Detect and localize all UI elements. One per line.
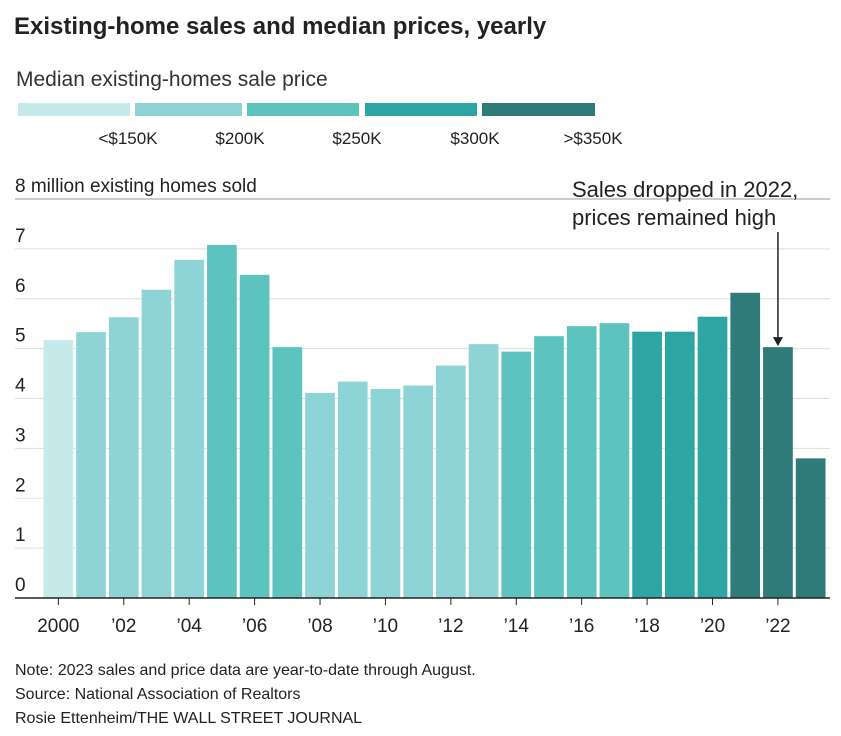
bar xyxy=(501,351,532,598)
x-tick-label: ’12 xyxy=(438,616,463,637)
legend-label: $300K xyxy=(450,129,500,148)
footnote: Source: National Association of Realtors xyxy=(15,686,300,703)
x-tick-label: ’02 xyxy=(111,616,136,637)
bar xyxy=(337,381,368,598)
legend-swatch xyxy=(247,103,359,116)
legend-title: Median existing-homes sale price xyxy=(16,68,328,91)
x-tick-label: ’10 xyxy=(373,616,398,637)
legend-label: <$150K xyxy=(98,129,158,148)
annotation: prices remained high xyxy=(572,205,776,230)
arrow-head xyxy=(772,337,783,347)
bar xyxy=(730,292,761,598)
bar xyxy=(370,389,401,598)
bar xyxy=(795,458,826,598)
bar xyxy=(174,259,205,598)
legend-label: >$350K xyxy=(563,129,623,148)
x-tick-label: 2000 xyxy=(37,616,79,637)
bar xyxy=(141,289,172,598)
y-tick-label: 7 xyxy=(15,226,26,247)
y-tick-label: 5 xyxy=(15,326,26,347)
legend-swatch xyxy=(482,103,595,116)
bar xyxy=(697,316,728,598)
bar xyxy=(239,274,270,598)
legend-label: $250K xyxy=(332,129,382,148)
footnote: Note: 2023 sales and price data are year… xyxy=(15,662,476,679)
x-tick-label: ’06 xyxy=(242,616,267,637)
y-tick-label: 1 xyxy=(15,525,26,546)
bar xyxy=(534,336,564,598)
bar xyxy=(599,323,630,598)
footnote: Rosie Ettenheim/THE WALL STREET JOURNAL xyxy=(15,710,362,727)
bar xyxy=(305,393,335,598)
x-tick-label: ’08 xyxy=(307,616,332,637)
x-tick-label: ’18 xyxy=(634,616,659,637)
y-tick-label: 6 xyxy=(15,276,26,297)
bar xyxy=(76,332,106,598)
y-tick-label: 0 xyxy=(15,575,26,596)
bar xyxy=(272,347,303,598)
legend-swatch xyxy=(365,103,477,116)
bar xyxy=(403,385,433,598)
x-tick-label: ’22 xyxy=(765,616,790,637)
y-tick-label: 4 xyxy=(15,376,26,397)
bar xyxy=(468,344,499,598)
chart-title: Existing-home sales and median prices, y… xyxy=(14,13,547,40)
bar xyxy=(436,365,466,598)
y-tick-label: 3 xyxy=(15,425,26,446)
x-tick-label: ’16 xyxy=(569,616,594,637)
legend-swatch xyxy=(18,103,130,116)
bar xyxy=(664,331,695,598)
bar xyxy=(763,347,793,598)
bar xyxy=(108,317,139,598)
bar xyxy=(207,244,237,598)
y-tick-label: 2 xyxy=(15,475,26,496)
bar xyxy=(632,331,662,598)
x-tick-label: ’04 xyxy=(177,616,203,637)
legend-swatch xyxy=(135,103,242,116)
y-tick-label: 8 million existing homes sold xyxy=(15,176,257,197)
x-tick-label: ’14 xyxy=(504,616,530,637)
legend-label: $200K xyxy=(215,129,265,148)
x-tick-label: ’20 xyxy=(700,616,725,637)
annotation: Sales dropped in 2022, xyxy=(572,177,798,202)
bar xyxy=(43,340,74,598)
bar xyxy=(566,326,597,598)
